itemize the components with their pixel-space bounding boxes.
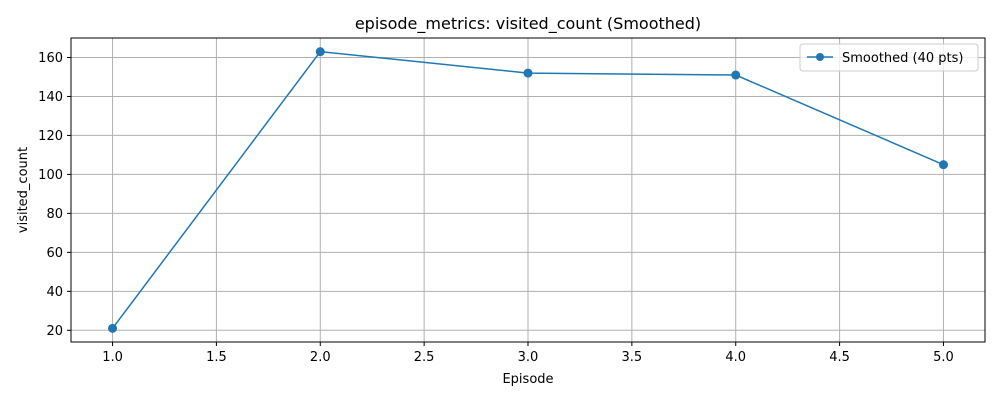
plot-frame — [70, 37, 986, 343]
x-tick-label: 2.0 — [310, 350, 331, 365]
legend: Smoothed (40 pts) — [799, 43, 979, 72]
y-tick-label: 120 — [38, 129, 63, 144]
y-tick-label: 100 — [38, 168, 63, 183]
y-tick-label: 20 — [46, 324, 63, 339]
x-tick-label: 1.0 — [102, 350, 123, 365]
grid — [71, 38, 985, 342]
chart-title: episode_metrics: visited_count (Smoothed… — [355, 14, 701, 34]
data-point — [523, 68, 533, 78]
x-tick-label: 2.5 — [414, 350, 435, 365]
x-tick-label: 1.5 — [206, 350, 227, 365]
y-tick-label: 40 — [46, 285, 63, 300]
legend-box — [799, 43, 979, 72]
x-tick-label: 4.0 — [725, 350, 746, 365]
legend-marker — [816, 53, 824, 61]
x-tick-label: 3.0 — [518, 350, 539, 365]
x-axis-label: Episode — [502, 372, 553, 387]
y-axis-label: visited_count — [16, 147, 31, 233]
data-point — [108, 323, 118, 333]
y-tick-label: 80 — [46, 207, 63, 222]
ticks: 1.0 1.5 2.0 2.5 3.0 3.5 4.0 4.5 5.0 20 40 60 80 100 12… — [38, 51, 954, 365]
y-tick-label: 160 — [38, 51, 63, 66]
legend-label: Smoothed (40 pts) — [842, 51, 963, 66]
y-tick-label: 60 — [46, 246, 63, 261]
x-tick-label: 4.5 — [829, 350, 850, 365]
data-point — [315, 47, 325, 57]
x-tick-label: 5.0 — [933, 350, 954, 365]
data-point — [938, 160, 948, 170]
data-point — [731, 70, 741, 80]
y-tick-label: 140 — [38, 90, 63, 105]
series-layer — [108, 47, 948, 333]
x-tick-label: 3.5 — [622, 350, 643, 365]
